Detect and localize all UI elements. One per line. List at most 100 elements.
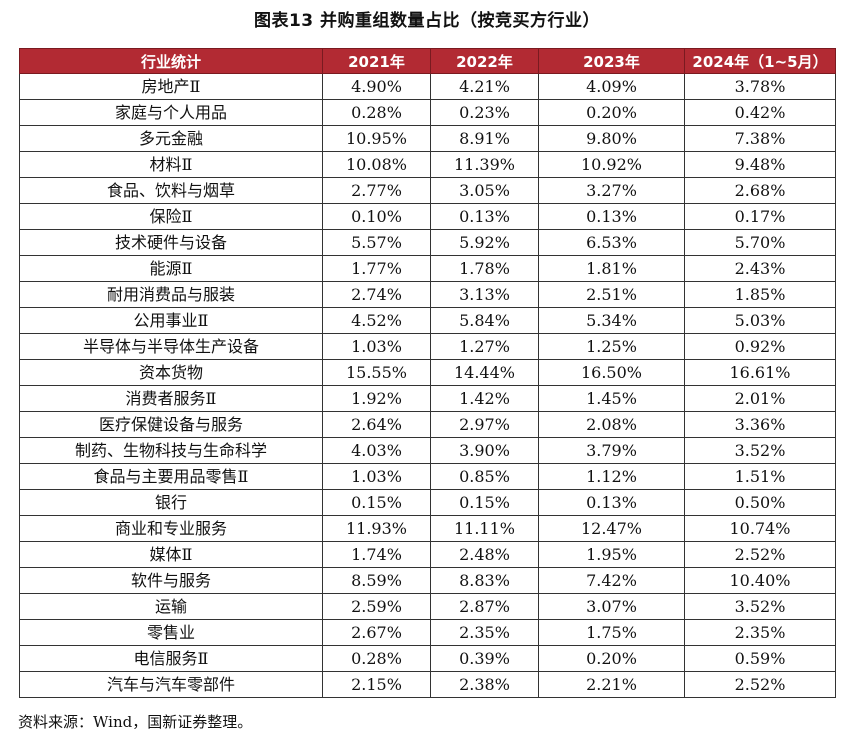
industry-cell: 保险Ⅱ	[19, 203, 323, 230]
value-2023-cell: 1.12%	[538, 463, 685, 490]
table-row: 房地产Ⅱ 4.90% 4.21% 4.09% 3.78%	[19, 73, 836, 100]
value-2024-cell: 2.43%	[684, 255, 836, 282]
value-2022-cell: 0.13%	[430, 203, 539, 230]
value-2023-cell: 0.20%	[538, 645, 685, 672]
table-row: 家庭与个人用品 0.28% 0.23% 0.20% 0.42%	[19, 99, 836, 126]
value-2022-cell: 8.83%	[430, 567, 539, 594]
header-2024: 2024年（1~5月）	[684, 48, 836, 74]
industry-cell: 耐用消费品与服装	[19, 281, 323, 308]
value-2022-cell: 2.97%	[430, 411, 539, 438]
industry-cell: 公用事业Ⅱ	[19, 307, 323, 334]
value-2024-cell: 2.52%	[684, 671, 836, 698]
value-2022-cell: 3.05%	[430, 177, 539, 204]
value-2023-cell: 2.21%	[538, 671, 685, 698]
value-2022-cell: 1.42%	[430, 385, 539, 412]
value-2021-cell: 0.15%	[322, 489, 431, 516]
value-2022-cell: 2.87%	[430, 593, 539, 620]
industry-cell: 技术硬件与设备	[19, 229, 323, 256]
table-row: 材料Ⅱ 10.08% 11.39% 10.92% 9.48%	[19, 151, 836, 178]
value-2022-cell: 1.78%	[430, 255, 539, 282]
header-2021: 2021年	[322, 48, 431, 74]
value-2024-cell: 1.85%	[684, 281, 836, 308]
table-row: 保险Ⅱ 0.10% 0.13% 0.13% 0.17%	[19, 203, 836, 230]
table-row: 公用事业Ⅱ 4.52% 5.84% 5.34% 5.03%	[19, 307, 836, 334]
value-2023-cell: 7.42%	[538, 567, 685, 594]
figure-title: 图表13 并购重组数量占比（按竞买方行业）	[253, 11, 601, 31]
value-2024-cell: 1.51%	[684, 463, 836, 490]
source-note: 资料来源：Wind，国新证券整理。	[18, 713, 253, 731]
value-2024-cell: 3.36%	[684, 411, 836, 438]
value-2021-cell: 4.90%	[322, 73, 431, 100]
value-2021-cell: 0.28%	[322, 99, 431, 126]
industry-share-table: 行业统计 2021年 2022年 2023年 2024年（1~5月） 房地产Ⅱ 4…	[19, 48, 836, 698]
header-industry: 行业统计	[19, 48, 323, 74]
value-2021-cell: 5.57%	[322, 229, 431, 256]
value-2021-cell: 0.28%	[322, 645, 431, 672]
table-row: 媒体Ⅱ 1.74% 2.48% 1.95% 2.52%	[19, 541, 836, 568]
value-2022-cell: 2.48%	[430, 541, 539, 568]
header-2022: 2022年	[430, 48, 539, 74]
value-2021-cell: 2.64%	[322, 411, 431, 438]
value-2023-cell: 2.51%	[538, 281, 685, 308]
industry-cell: 多元金融	[19, 125, 323, 152]
industry-cell: 零售业	[19, 619, 323, 646]
industry-cell: 食品、饮料与烟草	[19, 177, 323, 204]
value-2024-cell: 2.01%	[684, 385, 836, 412]
value-2022-cell: 5.84%	[430, 307, 539, 334]
value-2023-cell: 16.50%	[538, 359, 685, 386]
header-2023: 2023年	[538, 48, 685, 74]
value-2022-cell: 14.44%	[430, 359, 539, 386]
value-2021-cell: 11.93%	[322, 515, 431, 542]
table-header-row: 行业统计 2021年 2022年 2023年 2024年（1~5月）	[19, 48, 836, 74]
value-2024-cell: 0.42%	[684, 99, 836, 126]
value-2024-cell: 16.61%	[684, 359, 836, 386]
industry-cell: 软件与服务	[19, 567, 323, 594]
table-row: 资本货物 15.55% 14.44% 16.50% 16.61%	[19, 359, 836, 386]
industry-cell: 电信服务Ⅱ	[19, 645, 323, 672]
table-row: 食品、饮料与烟草 2.77% 3.05% 3.27% 2.68%	[19, 177, 836, 204]
value-2023-cell: 1.25%	[538, 333, 685, 360]
value-2023-cell: 4.09%	[538, 73, 685, 100]
table-row: 耐用消费品与服装 2.74% 3.13% 2.51% 1.85%	[19, 281, 836, 308]
value-2023-cell: 6.53%	[538, 229, 685, 256]
value-2023-cell: 10.92%	[538, 151, 685, 178]
industry-cell: 房地产Ⅱ	[19, 73, 323, 100]
value-2023-cell: 9.80%	[538, 125, 685, 152]
value-2024-cell: 0.50%	[684, 489, 836, 516]
value-2023-cell: 3.79%	[538, 437, 685, 464]
value-2024-cell: 9.48%	[684, 151, 836, 178]
value-2023-cell: 5.34%	[538, 307, 685, 334]
value-2023-cell: 1.75%	[538, 619, 685, 646]
value-2024-cell: 7.38%	[684, 125, 836, 152]
value-2021-cell: 1.03%	[322, 333, 431, 360]
value-2024-cell: 2.52%	[684, 541, 836, 568]
value-2021-cell: 10.95%	[322, 125, 431, 152]
value-2021-cell: 4.52%	[322, 307, 431, 334]
table-row: 银行 0.15% 0.15% 0.13% 0.50%	[19, 489, 836, 516]
value-2024-cell: 0.59%	[684, 645, 836, 672]
industry-cell: 制药、生物科技与生命科学	[19, 437, 323, 464]
value-2024-cell: 3.52%	[684, 593, 836, 620]
value-2021-cell: 10.08%	[322, 151, 431, 178]
value-2022-cell: 2.38%	[430, 671, 539, 698]
value-2022-cell: 11.11%	[430, 515, 539, 542]
value-2023-cell: 3.27%	[538, 177, 685, 204]
table-row: 软件与服务 8.59% 8.83% 7.42% 10.40%	[19, 567, 836, 594]
value-2023-cell: 2.08%	[538, 411, 685, 438]
table-row: 半导体与半导体生产设备 1.03% 1.27% 1.25% 0.92%	[19, 333, 836, 360]
value-2021-cell: 0.10%	[322, 203, 431, 230]
table-row: 能源Ⅱ 1.77% 1.78% 1.81% 2.43%	[19, 255, 836, 282]
value-2021-cell: 4.03%	[322, 437, 431, 464]
value-2024-cell: 5.03%	[684, 307, 836, 334]
value-2021-cell: 2.15%	[322, 671, 431, 698]
value-2023-cell: 1.45%	[538, 385, 685, 412]
value-2022-cell: 0.15%	[430, 489, 539, 516]
industry-cell: 媒体Ⅱ	[19, 541, 323, 568]
industry-cell: 家庭与个人用品	[19, 99, 323, 126]
table-row: 制药、生物科技与生命科学 4.03% 3.90% 3.79% 3.52%	[19, 437, 836, 464]
value-2022-cell: 0.85%	[430, 463, 539, 490]
value-2022-cell: 0.23%	[430, 99, 539, 126]
value-2023-cell: 12.47%	[538, 515, 685, 542]
value-2022-cell: 1.27%	[430, 333, 539, 360]
value-2024-cell: 0.17%	[684, 203, 836, 230]
